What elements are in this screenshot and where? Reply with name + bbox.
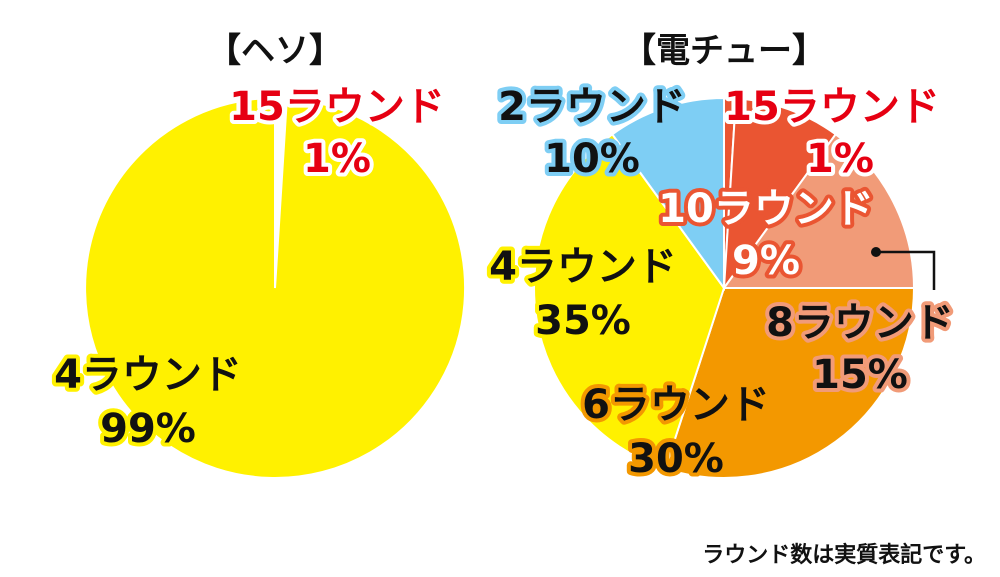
denchu-pie: 【電チュー】 15ラウンド 1% 10ラウンド 9% 8ラウンド 15% 6ラウ…	[485, 31, 958, 486]
denchu-2r-label: 2ラウンド	[498, 84, 686, 130]
heso-15r-label: 15ラウンド	[229, 84, 445, 130]
denchu-2r-percent: 10%	[544, 136, 640, 182]
heso-15r-percent: 1%	[303, 136, 371, 182]
footer-note: ラウンド数は実質表記です。	[702, 543, 986, 568]
denchu-slice-3	[664, 287, 916, 479]
denchu-slice-label: 15ラウンド 1%	[720, 80, 944, 186]
denchu-slice-1	[722, 97, 838, 292]
heso-pie: 【ヘソ】 15ラウンド 1% 4ラウンド 99%	[50, 31, 467, 479]
denchu-10r-percent: 9%	[732, 238, 800, 284]
denchu-slice-4	[533, 132, 726, 470]
denchu-4r-percent: 35%	[535, 298, 631, 344]
heso-4r-percent: 99%	[100, 406, 196, 452]
denchu-slice-label: 2ラウンド 10%	[494, 80, 690, 186]
heso-slice-label: 15ラウンド 1%	[225, 80, 449, 186]
denchu-pie-title: 【電チュー】	[622, 31, 826, 71]
denchu-10r-label: 10ラウンド	[658, 186, 874, 232]
heso-pie-title: 【ヘソ】	[207, 31, 343, 71]
denchu-slice-label: 8ラウンド 15%	[762, 296, 958, 402]
denchu-slice-5	[610, 96, 725, 292]
denchu-8r-percent: 15%	[812, 352, 908, 398]
denchu-4r-label: 4ラウンド	[489, 244, 677, 290]
denchu-8r-label: 8ラウンド	[766, 300, 954, 346]
heso-slice-1	[84, 96, 467, 479]
heso-4r-label: 4ラウンド	[54, 352, 242, 398]
leader-line-8r	[876, 250, 936, 290]
denchu-6r-label: 6ラウンド	[582, 382, 770, 428]
denchu-slice-label: 6ラウンド 30%	[578, 378, 774, 486]
denchu-15r-percent: 1%	[806, 136, 874, 182]
denchu-slice-label: 4ラウンド 35%	[485, 240, 681, 348]
denchu-slice-label: 10ラウンド 9%	[654, 182, 878, 288]
heso-slice-label: 4ラウンド 99%	[50, 348, 246, 456]
denchu-6r-percent: 30%	[628, 436, 724, 482]
denchu-slice-2	[722, 132, 916, 289]
leader-dot-8r	[871, 247, 881, 257]
denchu-15r-label: 15ラウンド	[724, 84, 940, 130]
